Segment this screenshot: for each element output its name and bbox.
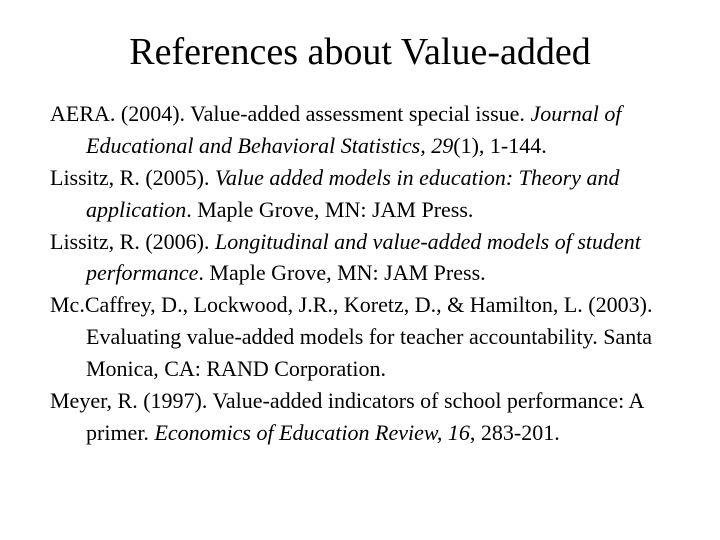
reference-item: Lissitz, R. (2006). Longitudinal and val… — [50, 226, 670, 290]
reference-item: AERA. (2004). Value-added assessment spe… — [50, 98, 670, 162]
ref-italic: Economics of Education Review, 16 — [154, 420, 469, 445]
ref-text: Lissitz, R. (2005). — [50, 165, 215, 190]
ref-text: , 283-201. — [470, 420, 560, 445]
page-title: References about Value-added — [50, 30, 670, 74]
ref-text: AERA. (2004). Value-added assessment spe… — [50, 101, 530, 126]
ref-text: Mc.Caffrey, D., Lockwood, J.R., Koretz, … — [50, 292, 652, 381]
reference-item: Meyer, R. (1997). Value-added indicators… — [50, 385, 670, 449]
references-block: AERA. (2004). Value-added assessment spe… — [50, 98, 670, 449]
slide: References about Value-added AERA. (2004… — [0, 0, 720, 540]
ref-text: (1), 1-144. — [453, 133, 546, 158]
ref-text: . Maple Grove, MN: JAM Press. — [198, 260, 485, 285]
ref-text: Lissitz, R. (2006). — [50, 229, 215, 254]
ref-text: . Maple Grove, MN: JAM Press. — [186, 197, 473, 222]
reference-item: Mc.Caffrey, D., Lockwood, J.R., Koretz, … — [50, 289, 670, 385]
reference-item: Lissitz, R. (2005). Value added models i… — [50, 162, 670, 226]
